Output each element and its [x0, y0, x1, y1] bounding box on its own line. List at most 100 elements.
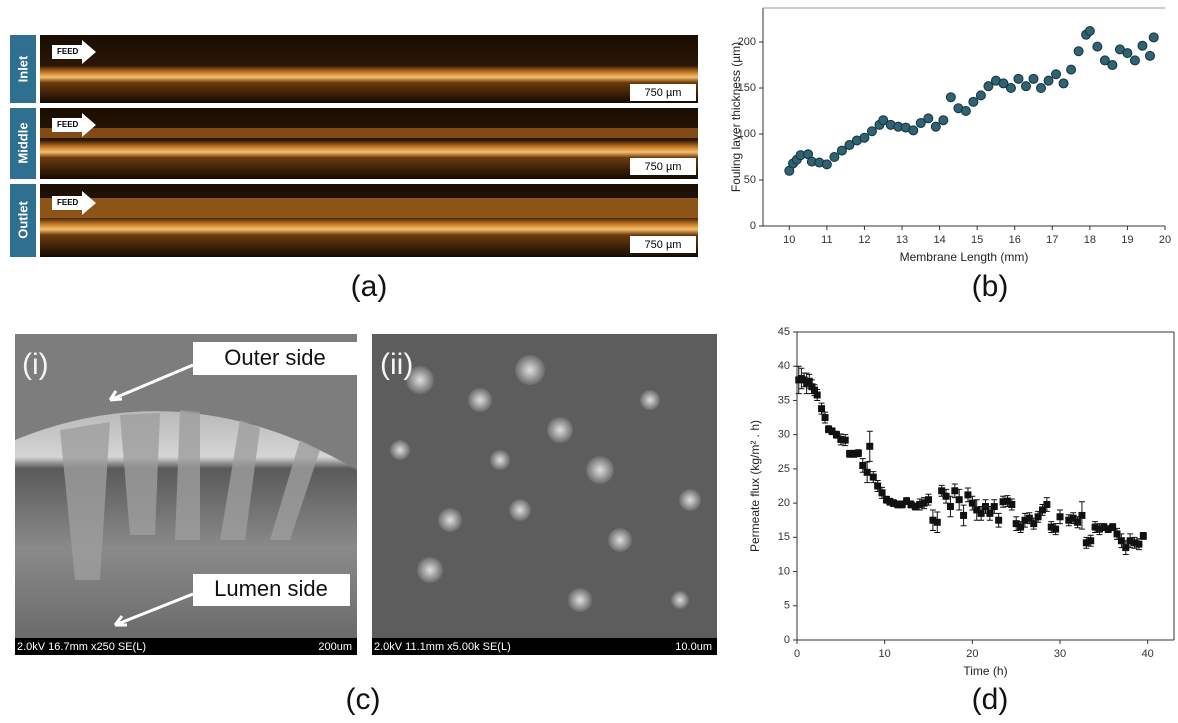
point	[1123, 49, 1132, 58]
panel-label: (c)	[346, 683, 381, 716]
point	[1074, 47, 1083, 56]
point	[874, 483, 881, 490]
x-tick-label: 10	[879, 648, 891, 660]
y-tick-label: 5	[784, 600, 790, 612]
point	[1030, 520, 1037, 527]
point	[1145, 51, 1154, 60]
point	[1006, 84, 1015, 93]
point	[1085, 26, 1094, 35]
y-tick-label: 25	[778, 463, 790, 475]
point	[1140, 532, 1147, 539]
point	[976, 91, 985, 100]
point	[859, 462, 866, 469]
point	[931, 122, 940, 131]
oct-panel: Inlet FEED 750 µm Middle FEED 750 µm Out…	[10, 35, 700, 257]
point	[1043, 501, 1050, 508]
oct-row: Inlet FEED 750 µm	[10, 35, 698, 103]
point	[961, 107, 970, 116]
point	[1014, 74, 1023, 83]
oct-row: Middle FEED 750 µm	[10, 108, 698, 179]
point	[879, 489, 886, 496]
point	[870, 474, 877, 481]
point	[822, 160, 831, 169]
x-tick-label: 15	[971, 234, 983, 246]
x-tick-label: 18	[1084, 234, 1096, 246]
x-tick-label: 14	[933, 234, 945, 246]
point	[1074, 519, 1081, 526]
oct-image	[40, 35, 698, 103]
point	[860, 133, 869, 142]
scale-label: 750 µm	[645, 161, 682, 173]
point	[960, 512, 967, 519]
point	[1087, 537, 1094, 544]
point	[947, 503, 954, 510]
point	[969, 500, 976, 507]
point	[814, 391, 821, 398]
point	[934, 519, 941, 526]
feed-label: FEED	[57, 120, 79, 129]
point	[1093, 42, 1102, 51]
x-tick-label: 11	[821, 234, 832, 246]
oct-image	[40, 184, 698, 257]
point	[830, 153, 839, 162]
point	[964, 491, 971, 498]
x-tick-label: 0	[794, 648, 800, 660]
point	[1138, 41, 1147, 50]
point	[1057, 513, 1064, 520]
point	[969, 97, 978, 106]
x-axis-label: Membrane Length (mm)	[900, 250, 1029, 264]
x-tick-label: 17	[1046, 234, 1058, 246]
point	[1078, 512, 1085, 519]
panel-label: (a)	[351, 270, 388, 303]
feed-label: FEED	[57, 47, 79, 56]
feed-label: FEED	[57, 198, 79, 207]
point	[951, 487, 958, 494]
row-label: Inlet	[15, 55, 30, 82]
point	[1008, 501, 1015, 508]
point	[991, 503, 998, 510]
point	[842, 437, 849, 444]
point	[818, 405, 825, 412]
x-tick-label: 30	[1054, 648, 1066, 660]
x-tick-label: 19	[1121, 234, 1133, 246]
point	[1059, 79, 1068, 88]
y-tick-label: 45	[778, 326, 790, 338]
point	[1037, 84, 1046, 93]
oct-row: Outlet FEED 750 µm	[10, 184, 698, 257]
x-tick-label: 16	[1009, 234, 1021, 246]
point	[1035, 513, 1042, 520]
point	[1029, 74, 1038, 83]
row-label: Outlet	[15, 201, 30, 239]
scale-label: 750 µm	[645, 87, 682, 99]
x-axis-label: Time (h)	[963, 664, 1007, 678]
point	[939, 116, 948, 125]
point	[956, 496, 963, 503]
y-tick-label: 50	[744, 174, 756, 186]
point	[995, 517, 1002, 524]
y-tick-label: 0	[784, 634, 790, 646]
point	[1044, 76, 1053, 85]
point	[925, 496, 932, 503]
x-tick-label: 20	[966, 648, 978, 660]
point	[1052, 70, 1061, 79]
x-tick-label: 40	[1142, 648, 1154, 660]
x-tick-label: 20	[1159, 234, 1171, 246]
panel-label: (b)	[972, 270, 1009, 303]
point	[1052, 526, 1059, 533]
oct-image	[40, 108, 698, 179]
y-tick-label: 40	[778, 360, 790, 372]
sem-info: 2.0kV 16.7mm x250 SE(L)	[17, 641, 146, 653]
row-label: Middle	[15, 122, 30, 163]
scale-label: 750 µm	[645, 239, 682, 251]
callout: Lumen side	[214, 576, 328, 601]
y-tick-label: 30	[778, 429, 790, 441]
point	[867, 127, 876, 136]
point	[855, 450, 862, 457]
sem-image: (i) Outer side Lumen side 2.0kV 16.7mm x…	[15, 334, 357, 655]
biofilm-band	[40, 128, 698, 138]
y-tick-label: 10	[778, 565, 790, 577]
point	[1149, 33, 1158, 42]
y-tick-label: 20	[778, 497, 790, 509]
point	[822, 414, 829, 421]
panel-label: (d)	[972, 683, 1009, 716]
